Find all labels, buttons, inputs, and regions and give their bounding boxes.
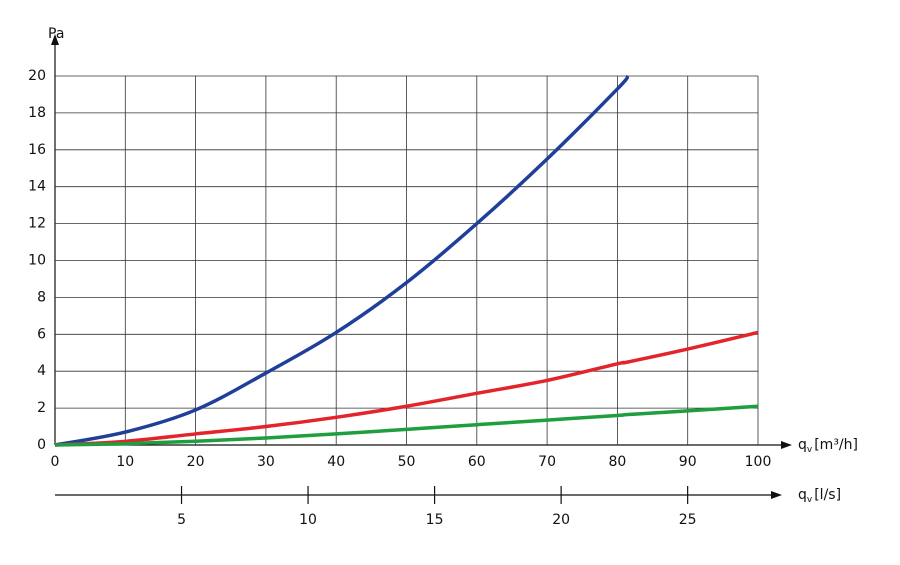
y-tick-label: 0 — [37, 437, 46, 453]
x-label-subscript: v — [807, 445, 813, 455]
x2-label-unit: [l/s] — [814, 487, 841, 503]
line-series — [54, 404, 759, 447]
y-tick-label: 4 — [37, 363, 46, 379]
x2-axis-label: qv [l/s] — [798, 487, 841, 505]
x2-tick-label: 10 — [299, 512, 317, 528]
x2-label-subscript: v — [807, 495, 813, 505]
x-tick-label: 30 — [257, 454, 275, 470]
x-tick-label: 40 — [327, 454, 345, 470]
y-tick-label: 20 — [28, 68, 46, 84]
x-tick-label: 80 — [608, 454, 626, 470]
y-tick-label: 8 — [37, 289, 46, 305]
x-tick-label: 10 — [116, 454, 134, 470]
x-tick-label: 50 — [398, 454, 416, 470]
y-axis-arrow — [51, 34, 59, 45]
x2-label-symbol: q — [798, 487, 807, 503]
x2-tick-label: 25 — [679, 512, 697, 528]
y-tick-label: 10 — [28, 253, 46, 269]
x-axis-arrow — [781, 441, 792, 449]
x2-tick-label: 5 — [177, 512, 186, 528]
y-tick-label: 6 — [37, 326, 46, 342]
x2-axis-arrow — [771, 491, 782, 499]
y-tick-label: 16 — [28, 142, 46, 158]
y-tick-label: 14 — [28, 179, 46, 195]
x2-tick-label: 20 — [552, 512, 570, 528]
x-tick-label: 70 — [538, 454, 556, 470]
x-tick-label: 20 — [187, 454, 205, 470]
y-tick-label: 18 — [28, 105, 46, 121]
x-axis-label: qv [m³/h] — [798, 437, 858, 455]
x-tick-label: 90 — [679, 454, 697, 470]
x-tick-label: 0 — [51, 454, 60, 470]
y-tick-label: 12 — [28, 216, 46, 232]
x-tick-label: 100 — [745, 454, 772, 470]
line-series — [54, 74, 630, 447]
line-series — [54, 330, 759, 447]
x-label-symbol: q — [798, 437, 807, 453]
x-tick-label: 60 — [468, 454, 486, 470]
x-label-unit: [m³/h] — [814, 437, 858, 453]
y-tick-label: 2 — [37, 400, 46, 416]
x2-tick-label: 15 — [426, 512, 444, 528]
y-axis-label: Pa — [48, 26, 64, 42]
